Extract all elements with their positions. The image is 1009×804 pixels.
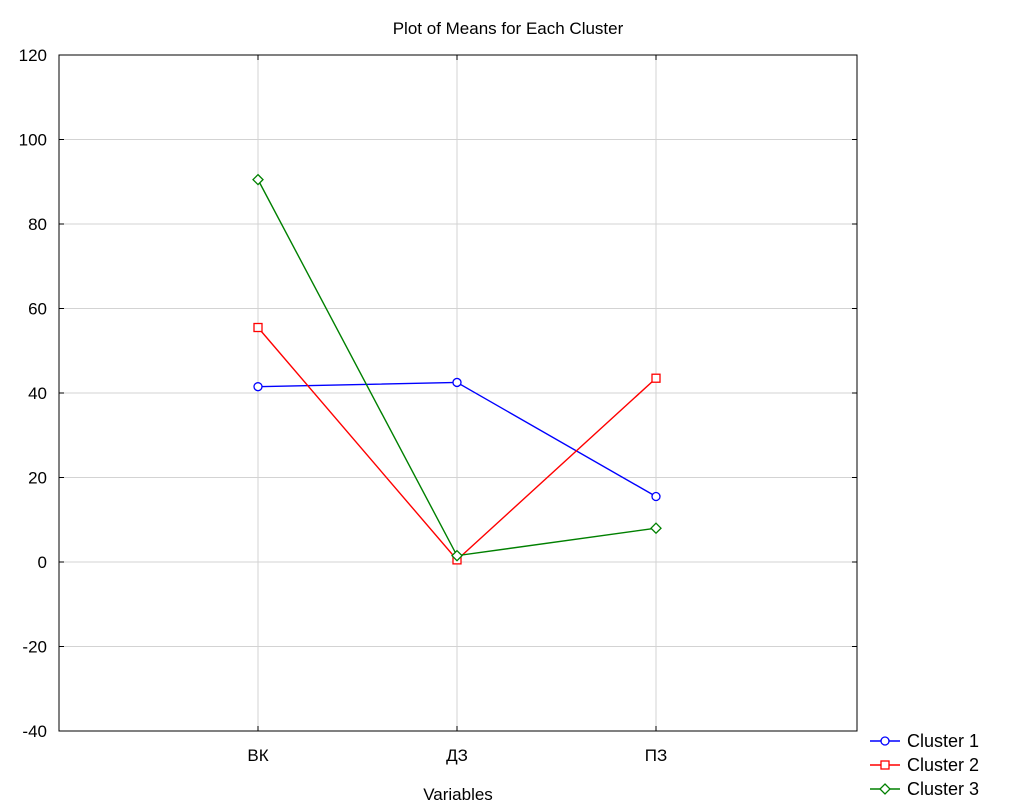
data-point [452,377,462,388]
data-point [253,382,263,392]
legend-marker [880,736,890,746]
legend: Cluster 1 Cluster 2 Cluster 3 [870,731,979,799]
x-axis: ВК ДЗ ПЗ [247,55,667,765]
legend-label: Cluster 2 [907,755,979,775]
legend-marker [879,783,891,795]
legend-item-cluster-3: Cluster 3 [870,779,979,799]
y-tick-label: 80 [28,215,47,234]
y-tick-label: -40 [22,722,47,741]
legend-label: Cluster 3 [907,779,979,799]
data-point [650,522,662,535]
data-point [252,173,264,186]
data-point [253,322,263,333]
series-layer [252,173,662,565]
chart-title: Plot of Means for Each Cluster [393,19,624,38]
y-tick-label: 0 [38,553,47,572]
y-tick-label: 60 [28,300,47,319]
x-tick-label: ВК [247,746,268,765]
legend-item-cluster-2: Cluster 2 [870,755,979,775]
y-tick-label: -20 [22,638,47,657]
y-axis: -40 -20 0 20 40 60 80 100 120 [19,46,857,741]
x-axis-title: Variables [423,785,493,804]
y-tick-label: 40 [28,384,47,403]
series-cluster-1 [253,377,661,502]
data-point [451,549,463,562]
x-tick-label: ПЗ [645,746,668,765]
y-tick-label: 120 [19,46,47,65]
grid-lines [59,55,857,731]
data-point [651,373,661,383]
legend-marker [880,760,890,770]
legend-item-cluster-1: Cluster 1 [870,731,979,751]
legend-label: Cluster 1 [907,731,979,751]
data-point [651,491,661,502]
series-cluster-3 [252,173,662,562]
x-tick-label: ДЗ [446,746,468,765]
y-tick-label: 20 [28,469,47,488]
y-tick-label: 100 [19,131,47,150]
